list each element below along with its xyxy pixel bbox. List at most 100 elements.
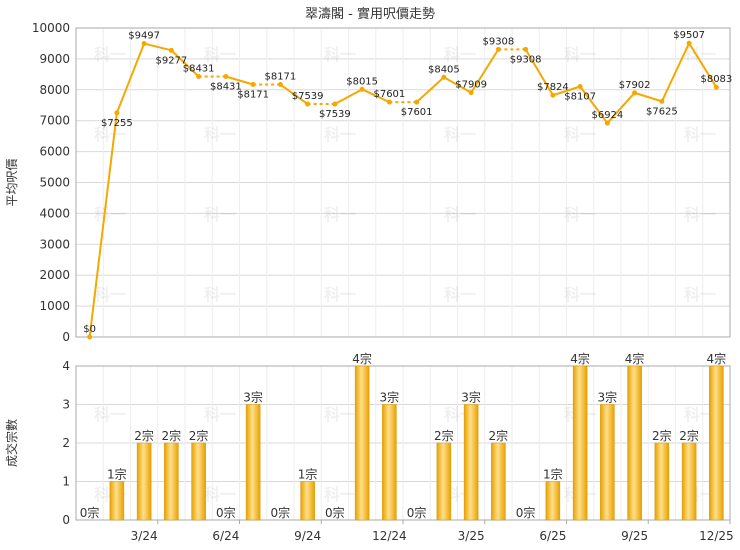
price-line-segment [279,83,309,105]
price-data-label: $7909 [455,80,487,91]
volume-y-axis-title: 成交宗數 [4,419,19,467]
price-line-segment [552,85,581,97]
volume-bar [245,404,261,521]
volume-data-label: 2宗 [134,428,154,443]
price-point [305,101,311,107]
volume-bar [545,481,561,521]
x-tick-label: 3/25 [458,529,485,543]
x-tick-label: 9/24 [294,529,321,543]
price-data-label: $9497 [128,31,160,42]
price-point [686,40,692,46]
volume-bar [136,442,152,521]
volume-data-label: 0宗 [271,505,291,520]
watermark-text: 科一 [564,125,596,144]
price-point [441,74,447,80]
watermark-text: 科一 [684,125,716,144]
price-line-segment [634,91,663,103]
volume-data-label: 2宗 [489,428,509,443]
volume-data-label: 4宗 [625,351,645,366]
price-data-label: $7902 [619,80,651,91]
price-y-axis-title: 平均呎價 [5,158,19,206]
volume-data-label: 3宗 [243,390,263,405]
volume-data-label: 3宗 [598,390,618,405]
watermark-text: 科一 [564,45,596,64]
volume-data-label: 2宗 [189,428,209,443]
watermark-text: 科一 [684,405,716,424]
price-point [632,90,638,96]
x-tick-label: 12/25 [699,529,734,543]
price-line-segment [470,48,500,94]
volume-bar [164,442,179,521]
price-point [359,86,365,92]
price-panel: 0 1000 2000 3000 4000 5000 6000 7000 8000 9000 100… [5,21,732,344]
price-data-label: $8405 [428,64,460,75]
price-y-tick-label: 6000 [39,145,70,159]
price-data-label: $7824 [537,82,569,93]
price-y-tick-label: 3000 [39,237,70,251]
price-line-segment [88,112,118,338]
watermark-text: 科一 [204,205,236,224]
price-point [523,46,529,52]
watermark-text: 科一 [94,205,126,224]
watermark-text: 科一 [564,285,596,304]
price-point [495,46,501,52]
volume-data-label: 0宗 [407,505,427,520]
watermark-text: 科一 [324,405,356,424]
watermark-text: 科一 [204,285,236,304]
volume-bar [191,442,206,521]
volume-data-label: 2宗 [652,428,672,443]
price-line-segment [115,43,146,114]
volume-bar [600,404,615,521]
price-y-tick-label: 9000 [39,52,70,66]
volume-bar [627,365,642,521]
price-line-segment [606,92,636,124]
volume-bar [382,404,397,521]
watermark-text: 科一 [444,285,476,304]
price-point [223,73,229,79]
x-tick-label: 3/24 [131,529,158,543]
volume-bar [436,442,452,521]
volume-y-tick-label: 1 [62,475,70,489]
volume-panel: 01234科一科一科一科一科一科一科一科一科一科一科一科一成交宗數0宗1宗2宗2… [4,351,734,543]
price-y-tick-label: 8000 [39,83,70,97]
price-line-segment [225,75,254,86]
price-y-tick-label: 5000 [39,176,70,190]
watermark-text: 科一 [444,205,476,224]
price-data-label: $7601 [401,107,433,118]
price-point [141,41,147,47]
watermark-text: 科一 [94,125,126,144]
price-point [577,83,583,89]
volume-bar [463,404,479,521]
volume-bar [572,365,588,521]
volume-data-label: 4宗 [352,351,372,366]
volume-data-label: 1宗 [298,467,318,482]
watermark-text: 科一 [684,205,716,224]
watermark-text: 科一 [94,405,126,424]
volume-bar [709,365,724,521]
volume-y-tick-label: 4 [62,359,70,373]
watermark-text: 科一 [324,285,356,304]
chart-title: 翠濤閣 - 實用呎價走勢 [305,6,435,22]
volume-bar [109,481,125,521]
price-line-segment [688,42,718,88]
watermark-text: 科一 [324,45,356,64]
volume-data-label: 1宗 [543,467,563,482]
price-point [168,47,174,53]
price-point [277,82,283,88]
watermark-text: 科一 [324,485,356,504]
volume-data-label: 1宗 [107,467,127,482]
price-data-label: $7255 [101,118,133,129]
price-data-label: $7625 [646,106,678,117]
volume-data-label: 0宗 [80,505,100,520]
price-data-label: $7539 [319,109,351,120]
price-data-label: $9308 [482,36,514,47]
volume-data-label: 3宗 [380,390,400,405]
price-point [713,84,719,90]
price-point [604,120,610,126]
watermark-text: 科一 [324,125,356,144]
watermark-text: 科一 [204,485,236,504]
volume-data-label: 2宗 [162,428,182,443]
price-data-label: $0 [83,324,96,335]
